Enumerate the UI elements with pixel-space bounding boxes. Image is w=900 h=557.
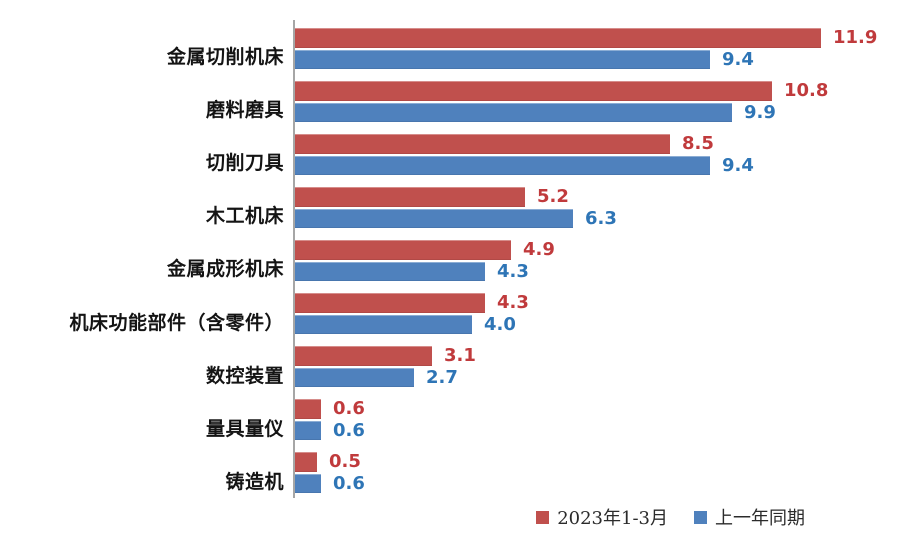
bar-2023 [295, 399, 321, 420]
category-label: 切削刀具 [205, 152, 284, 175]
bar-value-2023: 3.1 [444, 345, 476, 367]
bar-2023 [295, 452, 317, 473]
bar-value-2023: 5.2 [537, 185, 569, 207]
bar-2023 [295, 239, 511, 260]
bar-value-2023: 4.3 [497, 292, 529, 314]
category-label: 铸造机 [225, 470, 284, 493]
bar-value-2023: 8.5 [682, 132, 714, 154]
category-label: 木工机床 [205, 205, 284, 228]
bar-2023 [295, 27, 821, 48]
bar-prev-year [295, 421, 321, 441]
bar-prev-year [295, 315, 472, 335]
bar-prev-year [295, 261, 485, 281]
bar-prev-year [295, 208, 573, 228]
bar-prev-year [295, 102, 732, 122]
category-label: 机床功能部件（含零件） [69, 311, 284, 334]
legend-swatch-prev-year-icon [694, 510, 707, 524]
bar-prev-year [295, 368, 414, 388]
bar-value-prev-year: 2.7 [426, 367, 458, 389]
bar-value-prev-year: 9.4 [722, 48, 754, 70]
legend-item-prev-year: 上一年同期 [694, 504, 805, 530]
bar-2023 [295, 293, 485, 314]
category-label: 量具量仪 [205, 417, 284, 440]
bar-value-prev-year: 0.6 [333, 420, 365, 442]
bar-value-prev-year: 4.0 [484, 314, 516, 336]
bar-value-2023: 0.5 [329, 451, 361, 473]
legend-label-prev-year: 上一年同期 [715, 508, 805, 529]
bar-prev-year [295, 49, 710, 69]
legend-label-2023: 2023年1-3月 [557, 508, 668, 529]
bar-value-prev-year: 6.3 [585, 207, 617, 229]
bar-value-2023: 10.8 [784, 79, 829, 101]
bar-prev-year [295, 474, 321, 494]
bar-value-prev-year: 0.6 [333, 473, 365, 495]
y-axis-line [293, 20, 295, 498]
bar-2023 [295, 80, 772, 101]
category-label: 磨料磨具 [205, 99, 284, 122]
bar-value-prev-year: 9.9 [744, 101, 776, 123]
bar-2023 [295, 133, 670, 154]
bar-2023 [295, 186, 525, 207]
bar-prev-year [295, 155, 710, 175]
bar-value-prev-year: 4.3 [497, 260, 529, 282]
bar-2023 [295, 346, 432, 367]
category-label: 金属成形机床 [166, 258, 284, 281]
bar-value-2023: 11.9 [833, 26, 878, 48]
bar-value-2023: 0.6 [333, 398, 365, 420]
chart-legend: 2023年1-3月 上一年同期 [536, 504, 805, 530]
bar-value-2023: 4.9 [523, 238, 555, 260]
bar-value-prev-year: 9.4 [722, 154, 754, 176]
legend-item-2023: 2023年1-3月 [536, 504, 668, 530]
legend-swatch-2023-icon [536, 510, 550, 524]
category-label: 金属切削机床 [166, 46, 284, 68]
category-label: 数控装置 [205, 364, 284, 387]
